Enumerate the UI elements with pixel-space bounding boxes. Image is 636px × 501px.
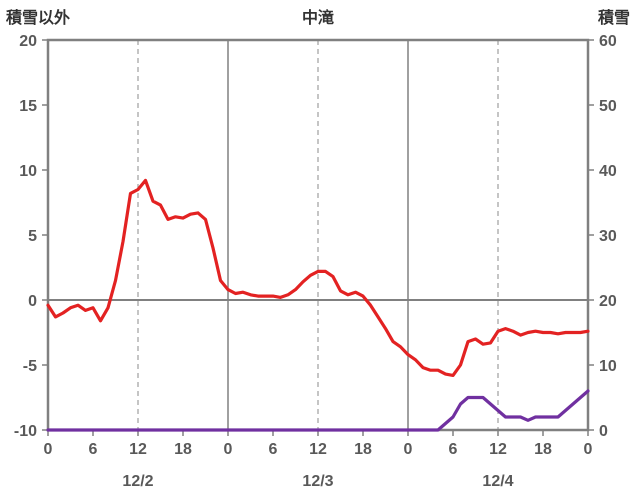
right-tick-label: 20 [599, 293, 617, 310]
x-tick-label: 12 [129, 441, 147, 458]
x-tick-label: 18 [354, 441, 372, 458]
left-tick-label: 10 [19, 163, 37, 180]
left-tick-label: 15 [19, 98, 37, 115]
snow-line [46, 389, 590, 432]
right-tick-label: 50 [599, 98, 617, 115]
right-tick-label: 30 [599, 228, 617, 245]
x-tick-label: 6 [449, 441, 458, 458]
right-tick-label: 10 [599, 358, 617, 375]
x-tick-label: 12 [309, 441, 327, 458]
date-label: 12/2 [122, 473, 153, 490]
left-tick-label: 0 [28, 293, 37, 310]
x-tick-label: 0 [44, 441, 53, 458]
right-axis-title: 積雪 [597, 10, 630, 27]
x-tick-label: 18 [174, 441, 192, 458]
x-tick-label: 6 [269, 441, 278, 458]
left-tick-label: 20 [19, 33, 37, 50]
left-tick-label: -10 [14, 423, 37, 440]
date-label: 12/4 [482, 473, 513, 490]
x-tick-label: 0 [224, 441, 233, 458]
date-label: 12/3 [302, 473, 333, 490]
x-tick-label: 0 [584, 441, 593, 458]
x-tick-label: 0 [404, 441, 413, 458]
temperature-line [46, 178, 590, 377]
right-tick-label: 0 [599, 423, 608, 440]
left-tick-label: -5 [23, 358, 37, 375]
left-tick-label: 5 [28, 228, 37, 245]
x-tick-label: 18 [534, 441, 552, 458]
x-tick-label: 6 [89, 441, 98, 458]
right-tick-label: 40 [599, 163, 617, 180]
left-axis-title: 積雪以外 [6, 10, 71, 27]
right-tick-label: 60 [599, 33, 617, 50]
x-tick-label: 12 [489, 441, 507, 458]
chart-title: 中滝 [301, 10, 334, 27]
